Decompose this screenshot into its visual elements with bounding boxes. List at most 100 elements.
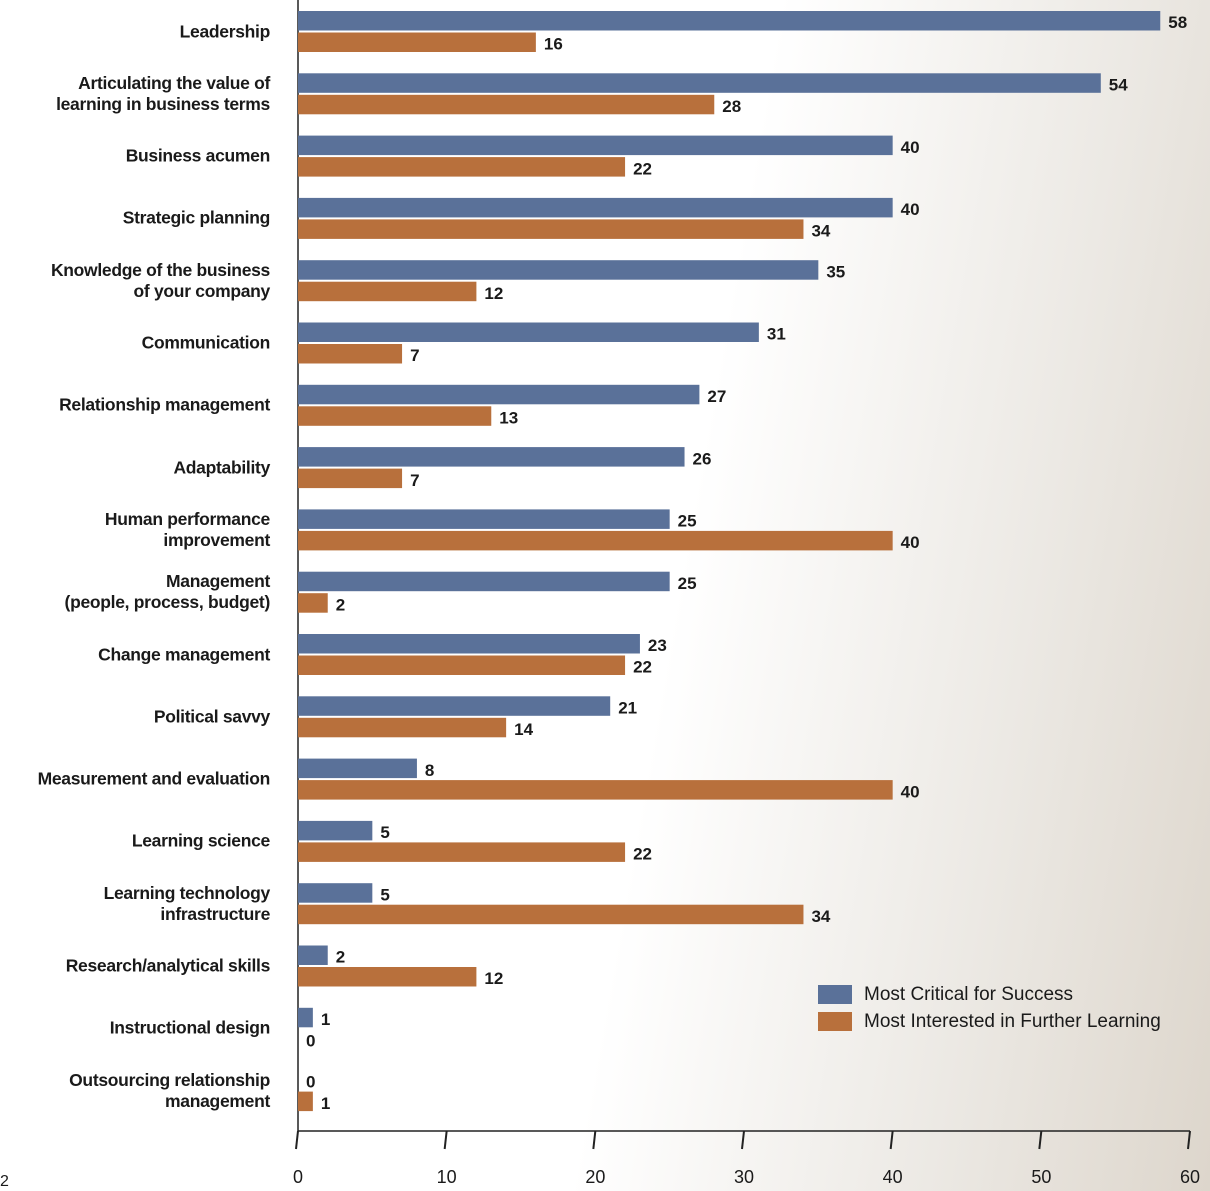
category-label: Instructional design — [0, 1018, 270, 1039]
bar — [298, 593, 328, 613]
x-tick — [891, 1131, 893, 1149]
bar — [298, 718, 506, 738]
category-label: Strategic planning — [0, 208, 270, 229]
value-label: 1 — [321, 1010, 330, 1029]
value-label: 35 — [826, 262, 845, 281]
bar — [298, 73, 1101, 93]
bar — [298, 157, 625, 177]
category-label: Business acumen — [0, 146, 270, 167]
bar — [298, 406, 491, 426]
x-tick — [593, 1131, 595, 1149]
value-label: 14 — [514, 720, 533, 739]
value-label: 5 — [380, 823, 389, 842]
x-tick — [445, 1131, 447, 1149]
x-tick-label: 50 — [1031, 1167, 1051, 1187]
value-label: 23 — [648, 636, 667, 655]
value-label: 27 — [707, 387, 726, 406]
bar — [298, 33, 536, 53]
value-label: 0 — [306, 1032, 315, 1051]
category-label: Communication — [0, 333, 270, 354]
bar — [298, 136, 893, 156]
bar — [298, 883, 372, 903]
value-label: 22 — [633, 658, 652, 677]
value-label: 31 — [767, 325, 786, 344]
value-label: 12 — [484, 284, 503, 303]
x-tick-label: 30 — [734, 1167, 754, 1187]
bar — [298, 198, 893, 218]
page-number: 2 — [0, 1173, 9, 1190]
bar — [298, 469, 402, 489]
category-label: Learning technology infrastructure — [0, 883, 270, 925]
bar — [298, 759, 417, 779]
value-label: 34 — [811, 907, 830, 926]
bar — [298, 1092, 313, 1112]
bar — [298, 905, 803, 925]
bar — [298, 219, 803, 239]
bar — [298, 282, 476, 302]
category-label: Measurement and evaluation — [0, 769, 270, 790]
category-label: Knowledge of the business of your compan… — [0, 260, 270, 302]
value-label: 40 — [901, 782, 920, 801]
bar — [298, 696, 610, 716]
value-label: 40 — [901, 200, 920, 219]
value-label: 26 — [693, 449, 712, 468]
value-label: 8 — [425, 761, 434, 780]
x-tick-label: 60 — [1180, 1167, 1200, 1187]
value-label: 5 — [380, 885, 389, 904]
category-label: Articulating the value of learning in bu… — [0, 73, 270, 115]
category-label: Adaptability — [0, 457, 270, 478]
bar — [298, 821, 372, 841]
category-label: Research/analytical skills — [0, 956, 270, 977]
value-label: 1 — [321, 1094, 330, 1113]
category-label: Outsourcing relationship management — [0, 1070, 270, 1112]
legend-label: Most Interested in Further Learning — [864, 1011, 1161, 1032]
value-label: 12 — [484, 969, 503, 988]
value-label: 2 — [336, 948, 345, 967]
x-tick — [742, 1131, 744, 1149]
bar — [298, 260, 818, 280]
category-label: Management (people, process, budget) — [0, 571, 270, 613]
bar — [298, 385, 699, 405]
value-label: 22 — [633, 845, 652, 864]
x-tick — [1188, 1131, 1190, 1149]
value-label: 21 — [618, 699, 637, 718]
bar — [298, 95, 714, 115]
value-label: 13 — [499, 409, 518, 428]
x-tick-label: 10 — [437, 1167, 457, 1187]
category-label: Learning science — [0, 831, 270, 852]
legend-swatch — [818, 1012, 852, 1031]
bar — [298, 842, 625, 862]
category-label: Human performance improvement — [0, 509, 270, 551]
bar — [298, 780, 893, 800]
page: {"chart_data": {"type": "bar", "orientat… — [0, 0, 1210, 1191]
value-label: 40 — [901, 138, 920, 157]
x-tick-label: 20 — [585, 1167, 605, 1187]
x-tick — [1039, 1131, 1041, 1149]
value-label: 25 — [678, 574, 697, 593]
x-tick-label: 40 — [883, 1167, 903, 1187]
bar — [298, 634, 640, 654]
bar — [298, 344, 402, 364]
bar — [298, 1008, 313, 1028]
category-label: Political savvy — [0, 706, 270, 727]
value-label: 40 — [901, 533, 920, 552]
value-label: 58 — [1168, 13, 1187, 32]
value-label: 0 — [306, 1072, 315, 1091]
value-label: 22 — [633, 159, 652, 178]
bar — [298, 656, 625, 676]
bar — [298, 967, 476, 987]
bar — [298, 509, 670, 529]
legend-label: Most Critical for Success — [864, 984, 1073, 1005]
x-tick — [296, 1131, 298, 1149]
value-label: 28 — [722, 97, 741, 116]
legend-swatch — [818, 985, 852, 1004]
value-label: 25 — [678, 512, 697, 531]
bar — [298, 11, 1160, 31]
value-label: 54 — [1109, 76, 1128, 95]
x-tick-label: 0 — [293, 1167, 303, 1187]
bar — [298, 323, 759, 343]
value-label: 16 — [544, 35, 563, 54]
value-label: 7 — [410, 346, 419, 365]
category-label: Leadership — [0, 21, 270, 42]
bar — [298, 531, 893, 551]
